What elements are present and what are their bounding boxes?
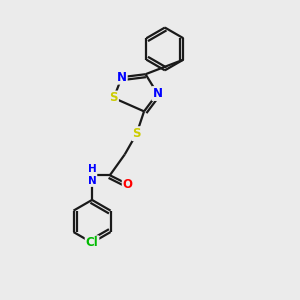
Text: Cl: Cl bbox=[86, 236, 98, 249]
Text: N: N bbox=[152, 87, 162, 100]
Text: H
N: H N bbox=[88, 164, 96, 186]
Text: N: N bbox=[117, 71, 127, 84]
Text: S: S bbox=[110, 92, 118, 104]
Text: O: O bbox=[123, 178, 133, 191]
Text: S: S bbox=[132, 127, 141, 140]
